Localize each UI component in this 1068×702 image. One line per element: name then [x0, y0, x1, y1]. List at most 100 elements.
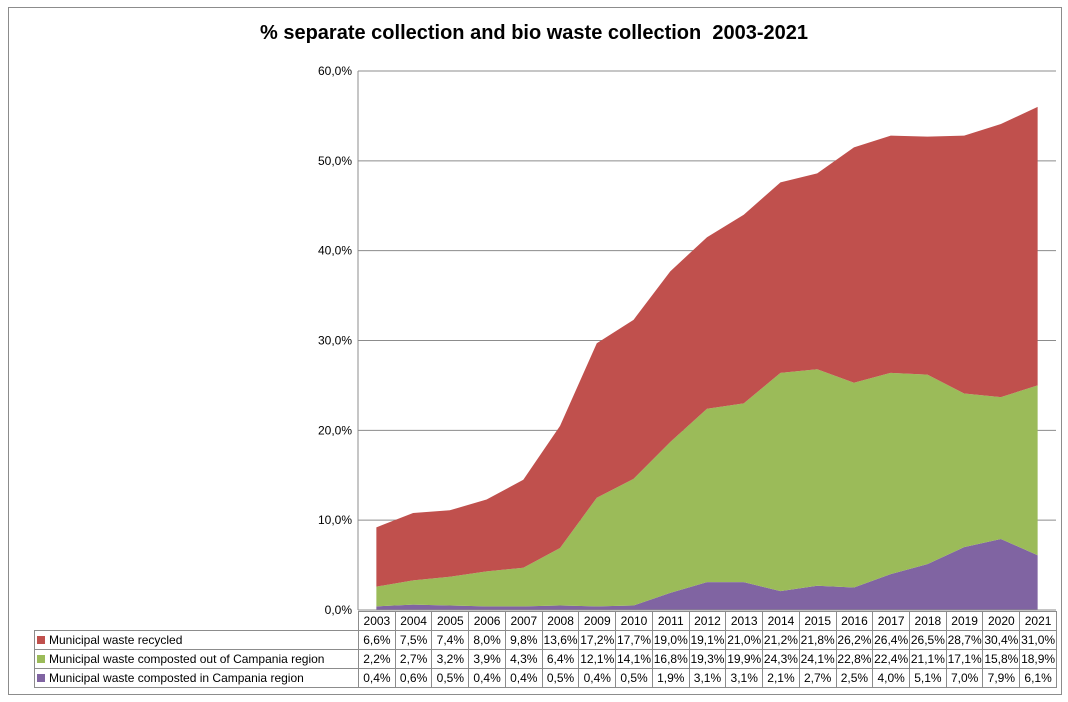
data-label: 4,0%	[872, 668, 911, 688]
data-label: 13,6%	[541, 630, 580, 650]
data-label: 22,4%	[872, 649, 911, 669]
x-tick-label: 2009	[578, 611, 617, 631]
legend-label: Municipal waste composted out of Campani…	[49, 652, 325, 666]
data-label: 19,0%	[651, 630, 690, 650]
data-label: 6,4%	[541, 649, 580, 669]
y-tick-label: 30,0%	[318, 334, 352, 348]
data-label: 3,2%	[431, 649, 470, 669]
data-label: 2,1%	[762, 668, 800, 688]
x-tick-label: 2016	[835, 611, 874, 631]
data-label: 15,8%	[982, 649, 1021, 669]
data-label: 28,7%	[945, 630, 984, 650]
x-tick-label: 2019	[945, 611, 984, 631]
data-label: 0,4%	[578, 668, 617, 688]
data-label: 6,1%	[1019, 668, 1057, 688]
x-tick-label: 2008	[541, 611, 580, 631]
table-row: Municipal waste composted out of Campani…	[34, 649, 1057, 669]
data-label: 7,9%	[982, 668, 1021, 688]
data-label: 2,2%	[358, 649, 396, 669]
data-label: 0,4%	[358, 668, 396, 688]
data-label: 8,0%	[468, 630, 506, 650]
data-label: 24,1%	[798, 649, 837, 669]
x-tick-label: 2021	[1019, 611, 1057, 631]
y-tick-label: 20,0%	[318, 423, 352, 437]
data-label: 1,9%	[651, 668, 690, 688]
x-tick-label: 2003	[358, 611, 396, 631]
data-label: 0,5%	[615, 668, 653, 688]
legend-entry: Municipal waste composted out of Campani…	[34, 649, 359, 669]
data-label: 0,4%	[504, 668, 543, 688]
x-tick-label: 2014	[762, 611, 800, 631]
data-label: 22,8%	[835, 649, 874, 669]
chart-title: % separate collection and bio waste coll…	[260, 22, 808, 44]
data-label: 21,2%	[762, 630, 800, 650]
data-label: 21,8%	[798, 630, 837, 650]
data-label: 30,4%	[982, 630, 1021, 650]
data-label: 12,1%	[578, 649, 617, 669]
data-label: 21,0%	[725, 630, 764, 650]
data-label: 3,9%	[468, 649, 506, 669]
data-label: 16,8%	[651, 649, 690, 669]
x-tick-label: 2013	[725, 611, 764, 631]
legend-entry: Municipal waste recycled	[34, 630, 359, 650]
data-label: 19,9%	[725, 649, 764, 669]
y-tick-label: 60,0%	[318, 64, 352, 78]
legend-key	[37, 636, 45, 644]
legend-key	[37, 674, 45, 682]
area-municipal-waste-composted-out-of-campania-region	[376, 369, 1038, 607]
data-label: 26,2%	[835, 630, 874, 650]
data-label: 0,5%	[431, 668, 470, 688]
data-label: 18,9%	[1019, 649, 1057, 669]
data-label: 9,8%	[504, 630, 543, 650]
data-label: 0,6%	[394, 668, 433, 688]
data-label: 19,1%	[688, 630, 727, 650]
y-tick-label: 50,0%	[318, 154, 352, 168]
data-label: 2,7%	[394, 649, 433, 669]
legend-entry: Municipal waste composted in Campania re…	[34, 668, 359, 688]
data-label: 19,3%	[688, 649, 727, 669]
x-tick-label: 2007	[504, 611, 543, 631]
data-label: 24,3%	[762, 649, 800, 669]
data-label: 17,7%	[615, 630, 653, 650]
data-label: 4,3%	[504, 649, 543, 669]
data-table: 2003 2004 2005 2006 2007 2008 2009 2010 2011 2012…	[34, 611, 1057, 688]
x-tick-label: 2015	[798, 611, 837, 631]
data-label: 0,4%	[468, 668, 506, 688]
legend-label: Municipal waste composted in Campania re…	[49, 671, 304, 685]
table-row: Municipal waste composted in Campania re…	[34, 668, 1057, 688]
data-label: 26,4%	[872, 630, 911, 650]
data-label: 2,7%	[798, 668, 837, 688]
x-tick-label: 2017	[872, 611, 911, 631]
data-label: 3,1%	[688, 668, 727, 688]
table-corner	[34, 611, 359, 631]
x-tick-label: 2018	[909, 611, 947, 631]
y-tick-label: 10,0%	[318, 513, 352, 527]
x-tick-label: 2004	[394, 611, 433, 631]
x-tick-label: 2010	[615, 611, 653, 631]
table-row: Municipal waste recycled 6,6% 7,5% 7,4% 8,0%…	[34, 630, 1057, 650]
legend-label: Municipal waste recycled	[49, 633, 183, 647]
data-label: 17,1%	[945, 649, 984, 669]
x-tick-label: 2020	[982, 611, 1021, 631]
data-label: 6,6%	[358, 630, 396, 650]
data-label: 21,1%	[909, 649, 947, 669]
data-label: 7,4%	[431, 630, 470, 650]
x-tick-label: 2006	[468, 611, 506, 631]
data-label: 3,1%	[725, 668, 764, 688]
data-label: 26,5%	[909, 630, 947, 650]
data-label: 7,0%	[945, 668, 984, 688]
area-municipal-waste-recycled	[376, 106, 1038, 587]
y-tick-label: 40,0%	[318, 244, 352, 258]
data-label: 7,5%	[394, 630, 433, 650]
data-label: 31,0%	[1019, 630, 1057, 650]
data-label: 5,1%	[909, 668, 947, 688]
data-label: 14,1%	[615, 649, 653, 669]
legend-key	[37, 655, 45, 663]
data-label: 17,2%	[578, 630, 617, 650]
x-tick-label: 2011	[651, 611, 690, 631]
data-label: 2,5%	[835, 668, 874, 688]
area-municipal-waste-composted-in-campania-region	[376, 539, 1038, 610]
data-label: 0,5%	[541, 668, 580, 688]
x-tick-label: 2012	[688, 611, 727, 631]
